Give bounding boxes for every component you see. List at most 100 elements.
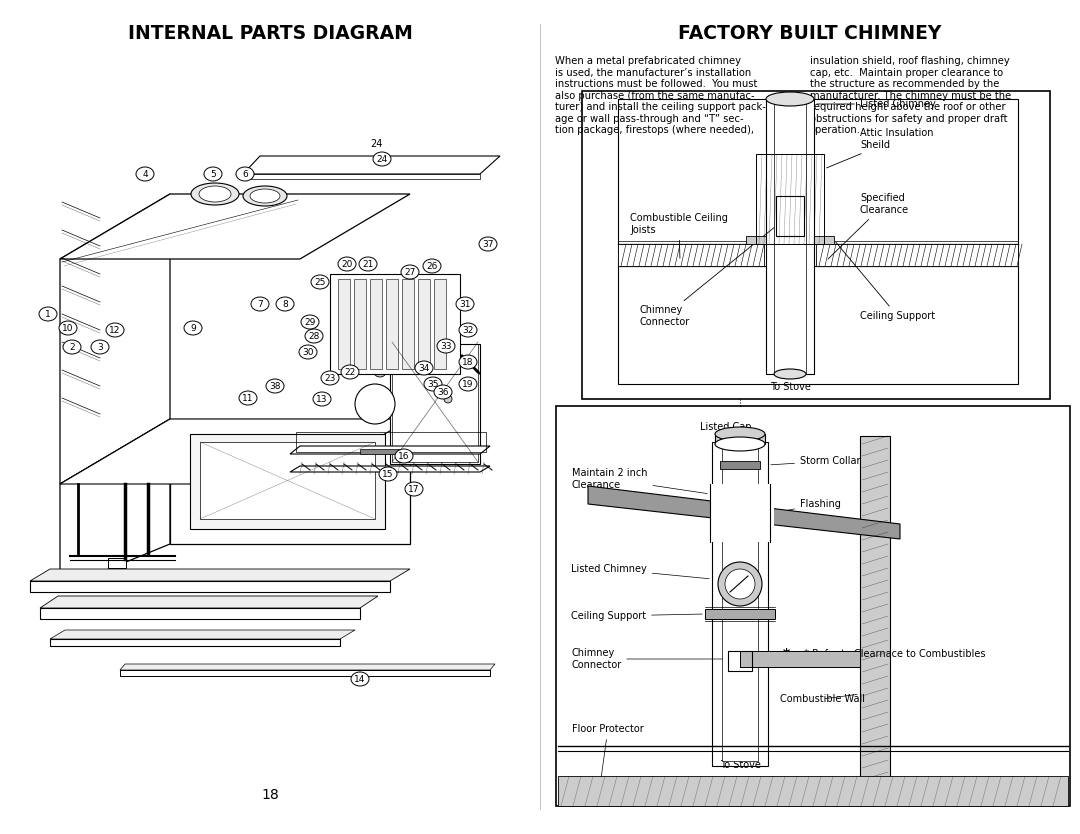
Text: obstructions for safety and proper draft: obstructions for safety and proper draft [810,113,1008,123]
Text: 23: 23 [324,374,336,383]
Text: 5: 5 [211,169,216,178]
Text: 16: 16 [399,451,409,460]
Bar [746,236,766,244]
Ellipse shape [305,329,323,343]
Text: Chimney
Connector: Chimney Connector [640,228,774,327]
Ellipse shape [351,672,369,686]
Text: Listed Cap: Listed Cap [700,422,752,433]
Ellipse shape [379,467,397,481]
Text: 4: 4 [143,169,148,178]
Bar [330,274,460,374]
Polygon shape [30,569,410,581]
Text: Ceiling Support: Ceiling Support [571,611,702,621]
Ellipse shape [444,395,453,403]
Text: * Refer to Clearnace to Combustibles: * Refer to Clearnace to Combustibles [798,649,986,659]
Polygon shape [120,664,495,670]
Bar [558,776,1068,806]
Text: 38: 38 [269,381,281,390]
Bar [710,484,774,542]
Text: 18: 18 [261,788,279,802]
Text: 24: 24 [376,154,388,163]
Text: instructions must be followed.  You must: instructions must be followed. You must [555,79,757,89]
Bar [386,279,399,369]
Text: Combustible Wall: Combustible Wall [780,694,865,704]
Bar [723,442,758,761]
Text: Maintain 2 inch
Clearance: Maintain 2 inch Clearance [572,468,707,494]
Polygon shape [40,608,360,619]
Text: To Stove: To Stove [770,382,810,392]
Ellipse shape [199,186,231,202]
Text: 32: 32 [462,325,474,334]
Text: 35: 35 [428,379,438,389]
Ellipse shape [301,315,319,329]
Text: 27: 27 [404,268,416,277]
Bar [705,609,775,619]
Text: Storm Collar: Storm Collar [771,456,861,466]
Text: operation.: operation. [810,125,861,135]
Polygon shape [50,639,340,646]
Bar [774,99,806,374]
Text: FACTORY BUILT CHIMNEY: FACTORY BUILT CHIMNEY [678,24,942,43]
Ellipse shape [249,189,280,203]
Bar [582,91,1050,399]
Text: 22: 22 [345,368,355,376]
Ellipse shape [459,355,477,369]
Bar [556,406,1070,806]
Text: 31: 31 [459,299,471,309]
Ellipse shape [774,369,806,379]
Bar [354,279,366,369]
Text: Flashing: Flashing [771,499,841,514]
Ellipse shape [359,257,377,271]
Ellipse shape [266,379,284,393]
Text: 37: 37 [483,239,494,249]
Ellipse shape [424,377,442,391]
Text: 21: 21 [362,259,374,269]
Text: To Stove: To Stove [719,760,760,770]
Text: 18: 18 [462,358,474,366]
Ellipse shape [276,297,294,311]
Polygon shape [120,670,490,676]
Text: also purchase (from the same manufac-: also purchase (from the same manufac- [555,91,755,101]
Polygon shape [588,486,900,539]
Ellipse shape [718,562,762,606]
Text: insulation shield, roof flashing, chimney: insulation shield, roof flashing, chimne… [810,56,1010,66]
Ellipse shape [459,323,477,337]
Ellipse shape [766,92,814,106]
Text: 7: 7 [257,299,262,309]
Polygon shape [40,596,378,608]
Ellipse shape [355,384,395,424]
Text: Listed Chimney: Listed Chimney [816,99,935,109]
Polygon shape [30,581,390,592]
Text: 33: 33 [441,341,451,350]
Ellipse shape [239,391,257,405]
Text: When a metal prefabricated chimney: When a metal prefabricated chimney [555,56,741,66]
Text: 34: 34 [418,364,430,373]
Bar [392,344,478,462]
Text: required height above the roof or other: required height above the roof or other [810,102,1005,112]
Text: Ceiling Support: Ceiling Support [836,242,935,321]
Bar [370,279,382,369]
Text: is used, the manufacturer’s installation: is used, the manufacturer’s installation [555,68,752,78]
Text: 10: 10 [63,324,73,333]
Text: 17: 17 [408,485,420,494]
Text: 7: 7 [806,788,814,802]
Text: Combustible Ceiling
Joists: Combustible Ceiling Joists [630,214,728,259]
Text: the structure as recommended by the: the structure as recommended by the [810,79,999,89]
Text: turer) and install the ceiling support pack-: turer) and install the ceiling support p… [555,102,766,112]
Text: 8: 8 [282,299,288,309]
Text: INTERNAL PARTS DIAGRAM: INTERNAL PARTS DIAGRAM [127,24,413,43]
Text: 19: 19 [462,379,474,389]
Text: Listed Chimney: Listed Chimney [571,564,710,579]
Ellipse shape [184,321,202,335]
Ellipse shape [374,367,386,377]
Ellipse shape [299,345,318,359]
Text: 3: 3 [97,343,103,351]
Polygon shape [190,434,384,529]
Bar [108,558,126,568]
Text: 28: 28 [308,331,320,340]
Bar [766,99,814,374]
Bar [402,279,414,369]
Text: Specified
Clearance: Specified Clearance [828,193,909,259]
Text: 6: 6 [242,169,248,178]
Ellipse shape [437,339,455,353]
